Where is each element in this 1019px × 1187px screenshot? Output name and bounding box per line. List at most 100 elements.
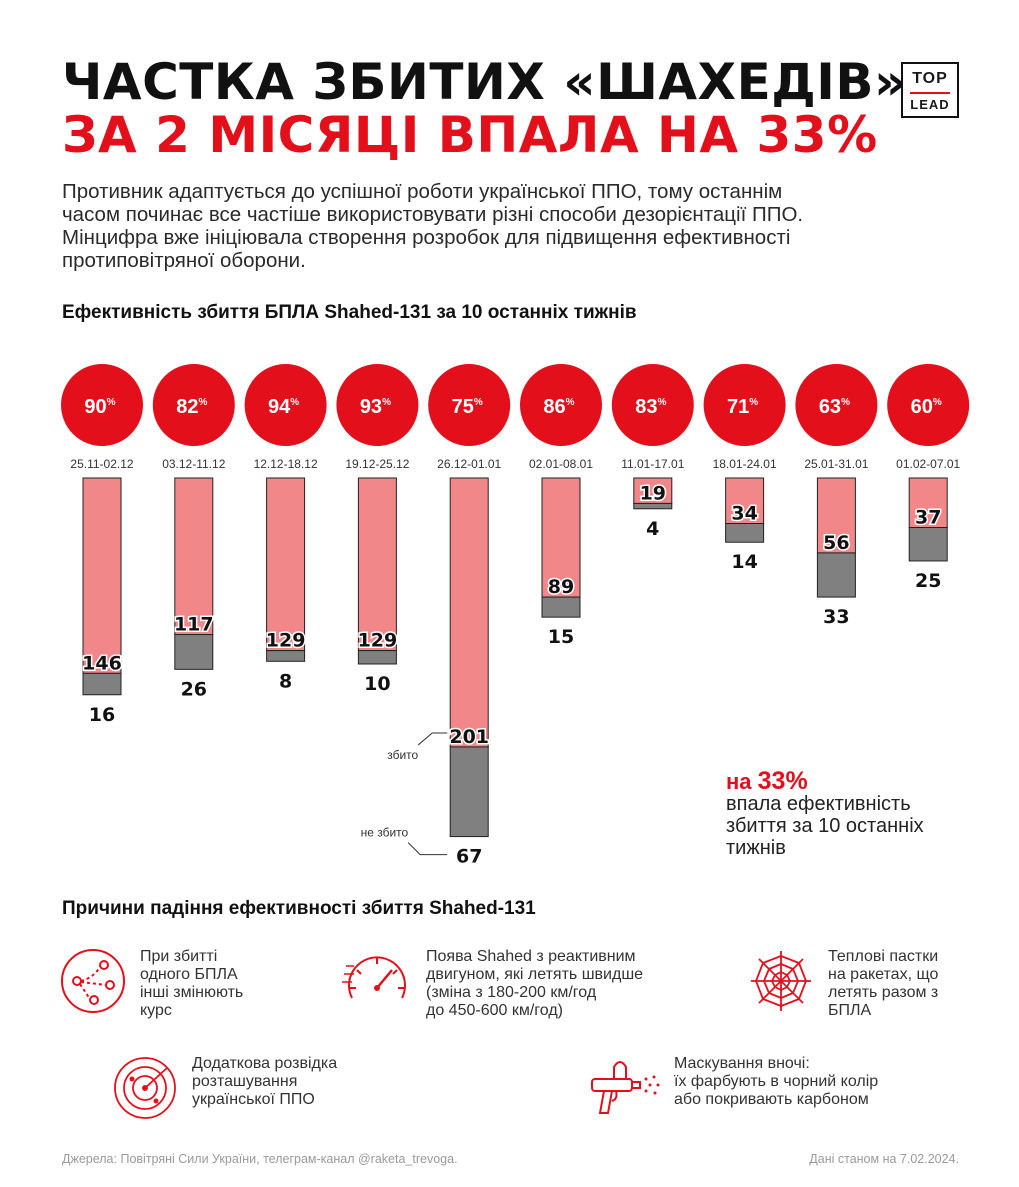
logo-bottom-text: LEAD xyxy=(910,97,950,112)
week-label: 25.01-31.01 xyxy=(804,457,868,471)
not-shot-down-value: 67 xyxy=(456,846,482,868)
reason-line: Поява Shahed з реактивним xyxy=(426,948,636,965)
reason-route-change: При збитті одного БПЛА інші змінюють кур… xyxy=(60,948,243,1020)
reason-line: курс xyxy=(140,1002,172,1019)
callout-line: впала ефективність xyxy=(726,793,911,815)
week-label: 18.01-24.01 xyxy=(713,457,777,471)
bar-not-shot-down xyxy=(82,672,122,696)
shot-down-value: 89 xyxy=(548,576,574,598)
reason-line: до 450-600 км/год) xyxy=(426,1002,563,1019)
intro-line: часом починає все частіше використовуват… xyxy=(62,203,804,226)
bar-shot-down xyxy=(449,477,489,748)
intro-line: протиповітряної оборони. xyxy=(62,249,306,272)
reason-line: БПЛА xyxy=(828,1002,872,1019)
reason-text: Маскування вночі: їх фарбують в чорний к… xyxy=(674,1055,878,1109)
week-label: 26.12-01.01 xyxy=(437,457,501,471)
reason-text: При збитті одного БПЛА інші змінюють кур… xyxy=(140,948,243,1020)
reason-line: інші змінюють xyxy=(140,984,244,1001)
reason-text: Додаткова розвідка розташування українсь… xyxy=(192,1055,337,1109)
callout-line: збиття за 10 останніх xyxy=(726,815,924,837)
reason-line: Додаткова розвідка xyxy=(192,1055,338,1072)
top-lead-logo: TOP LEAD xyxy=(901,62,959,118)
logo-divider xyxy=(910,92,950,94)
week-label: 12.12-18.12 xyxy=(254,457,318,471)
percent-circle xyxy=(59,362,145,448)
bar-shot-down xyxy=(725,477,765,524)
percent-circle xyxy=(242,362,329,448)
reason-jet-engine: Поява Shahed з реактивним двигуном, які … xyxy=(342,948,643,1020)
bar-shot-down xyxy=(82,477,122,674)
not-shot-down-value: 33 xyxy=(823,606,849,628)
week-label: 11.01-17.01 xyxy=(621,457,684,471)
reason-line: Теплові пастки xyxy=(828,948,939,965)
page-title-line-2: ЗА 2 МІСЯЦІ ВПАЛА НА 33% xyxy=(62,106,878,164)
radar-icon xyxy=(114,1057,176,1119)
not-shot-down-value: 25 xyxy=(915,570,941,592)
reason-night-camouflage: Маскування вночі: їх фарбують в чорний к… xyxy=(584,1055,878,1121)
bar-shot-down xyxy=(541,477,581,598)
percent-circle xyxy=(609,362,696,448)
bar-not-shot-down xyxy=(541,596,581,618)
percent-circle xyxy=(426,362,513,448)
bar-shot-down xyxy=(357,477,397,652)
reason-line: або покривають карбоном xyxy=(674,1091,869,1108)
legend-pointer-missed xyxy=(407,842,448,856)
callout-headline: на 33% xyxy=(726,769,986,794)
bar-not-shot-down xyxy=(633,502,673,510)
reason-heat-traps: Теплові пастки на ракетах, що летять раз… xyxy=(748,948,938,1020)
shot-down-value: 146 xyxy=(82,652,122,674)
legend-pointer-shot xyxy=(417,732,448,746)
not-shot-down-value: 10 xyxy=(364,673,390,695)
reason-line: української ППО xyxy=(192,1091,315,1108)
bar-not-shot-down xyxy=(908,527,948,562)
week-label: 25.11-02.12 xyxy=(70,457,133,471)
bar-not-shot-down xyxy=(449,746,489,838)
efficiency-chart: 90%25.11-02.121461682%03.12-11.121172694… xyxy=(59,362,972,868)
percent-circle xyxy=(150,362,237,448)
legend-not-shot-down: не збито xyxy=(361,826,409,840)
page-title-line-1: ЧАСТКА ЗБИТИХ «ШАХЕДІВ» xyxy=(62,53,907,111)
percent-circle xyxy=(793,362,880,448)
percent-circle xyxy=(885,362,972,448)
bar-not-shot-down xyxy=(266,650,306,662)
not-shot-down-value: 14 xyxy=(731,551,757,573)
shot-down-value: 56 xyxy=(823,532,849,554)
reason-line: Маскування вночі: xyxy=(674,1055,810,1072)
shot-down-value: 34 xyxy=(731,502,757,524)
shot-down-value: 37 xyxy=(915,507,941,529)
not-shot-down-value: 15 xyxy=(548,626,574,648)
reason-line: При збитті xyxy=(140,948,218,965)
not-shot-down-value: 16 xyxy=(89,704,115,726)
bar-shot-down xyxy=(816,477,856,554)
route-change-icon xyxy=(61,949,125,1013)
reason-line: летять разом з xyxy=(828,984,939,1001)
efficiency-drop-callout: на 33% впала ефективність збиття за 10 о… xyxy=(726,769,986,860)
reason-line: на ракетах, що xyxy=(828,966,939,983)
intro-line: Мінцифра вже ініціювала створення розроб… xyxy=(62,226,791,249)
week-label: 02.01-08.01 xyxy=(529,457,593,471)
week-label: 03.12-11.12 xyxy=(162,457,225,471)
spider-web-icon xyxy=(751,951,811,1011)
legend-shot-down: збито xyxy=(387,748,418,762)
bar-shot-down xyxy=(266,477,306,652)
shot-down-value: 129 xyxy=(266,630,306,652)
reason-line: розташування xyxy=(192,1073,298,1090)
percent-circle xyxy=(701,362,788,448)
shot-down-value: 201 xyxy=(449,726,489,748)
spray-gun-icon xyxy=(591,1061,660,1114)
bar-shot-down xyxy=(633,477,673,504)
not-shot-down-value: 4 xyxy=(646,518,659,540)
reason-line: двигуном, які летять швидше xyxy=(426,966,644,983)
reason-text: Поява Shahed з реактивним двигуном, які … xyxy=(426,948,643,1020)
shot-down-value: 129 xyxy=(358,630,398,652)
reason-reconnaissance: Додаткова розвідка розташування українсь… xyxy=(112,1055,337,1121)
reason-text: Теплові пастки на ракетах, що летять раз… xyxy=(828,948,938,1020)
intro-line: Противник адаптується до успішної роботи… xyxy=(62,180,783,203)
bar-not-shot-down xyxy=(174,634,214,670)
speedometer-icon xyxy=(342,956,406,999)
footer-date: Дані станом на 7.02.2024. xyxy=(809,1152,959,1166)
shot-down-value: 117 xyxy=(174,614,214,636)
bar-shot-down xyxy=(174,477,214,636)
callout-prefix: на xyxy=(726,769,758,794)
bar-not-shot-down xyxy=(725,522,765,543)
